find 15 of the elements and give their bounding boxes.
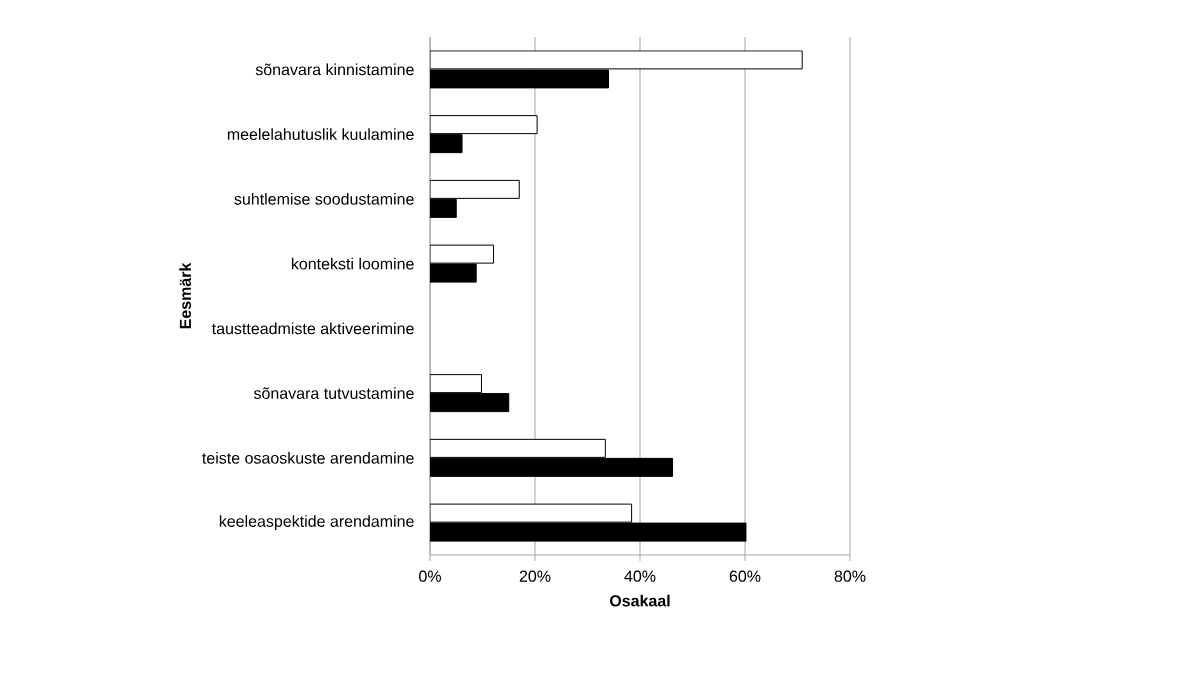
- x-tick-label: 60%: [729, 570, 761, 582]
- y-tick-label: suhtlemise soodustamine: [234, 193, 414, 205]
- y-tick-label: meelelahutuslik kuulamine: [227, 128, 414, 140]
- y-tick-label: sõnavara kinnistamine: [255, 63, 414, 76]
- x-axis-title: Osakaal: [609, 594, 670, 607]
- x-tick-label: 40%: [624, 570, 656, 582]
- y-axis-title: Eesmärk: [179, 262, 192, 329]
- x-tick-label: 80%: [834, 570, 866, 582]
- y-tick-label: sõnavara tutvustamine: [253, 387, 414, 399]
- x-tick-label: 0%: [419, 570, 441, 582]
- x-tick-label: 20%: [519, 570, 551, 582]
- y-tick-label: konteksti loomine: [291, 257, 414, 270]
- y-tick-label: teiste osaoskuste arendamine: [202, 452, 414, 464]
- y-tick-label: keeleaspektide arendamine: [219, 515, 414, 531]
- y-tick-label: taustteadmiste aktiveerimine: [211, 322, 414, 335]
